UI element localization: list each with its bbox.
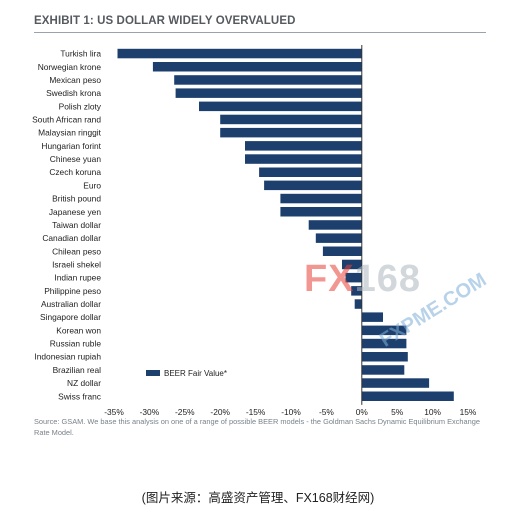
- category-label: Taiwan dollar: [52, 220, 101, 230]
- x-tick-label: -35%: [104, 407, 124, 417]
- bar-australian-dollar: [354, 299, 362, 309]
- bar-nz-dollar: [361, 378, 430, 388]
- bar-taiwan-dollar: [308, 220, 362, 230]
- category-label: Russian ruble: [50, 339, 102, 349]
- category-label: Euro: [83, 180, 101, 190]
- bar-israeli-shekel: [342, 259, 362, 270]
- category-label: Japanese yen: [49, 207, 101, 217]
- bar-british-pound: [280, 193, 362, 204]
- chart-title: EXHIBIT 1: US DOLLAR WIDELY OVERVALUED: [34, 15, 296, 27]
- bar-russian-ruble: [361, 338, 407, 349]
- x-tick-label: -15%: [246, 407, 266, 417]
- category-label: Indonesian rupiah: [34, 352, 101, 362]
- bar-chinese-yuan: [245, 154, 362, 164]
- category-label: Brazilian real: [53, 365, 102, 375]
- category-label: Hungarian forint: [41, 141, 101, 151]
- category-label: Swiss franc: [58, 391, 101, 401]
- x-axis-group: -35% -30% -25% -20% -15% -10% -5% 0% 5% 10% 15%: [104, 45, 477, 417]
- bars-group: [117, 48, 454, 401]
- bar-south-african-rand: [220, 114, 362, 125]
- x-tick-label: 15%: [460, 407, 477, 417]
- bar-mexican-peso: [174, 75, 362, 85]
- x-tick-label: -10%: [281, 407, 301, 417]
- bar-swiss-franc: [361, 391, 454, 401]
- category-label: Korean won: [56, 325, 101, 335]
- category-label: Norwegian krone: [38, 62, 102, 72]
- category-label: Czech koruna: [49, 167, 101, 177]
- bar-korean-won: [361, 325, 407, 336]
- bar-hungarian-forint: [245, 141, 362, 151]
- bar-philippine-peso: [351, 286, 362, 296]
- category-label: NZ dollar: [67, 378, 101, 388]
- category-label: South African rand: [32, 115, 101, 125]
- category-label: Indian rupee: [54, 273, 101, 283]
- fx168-watermark: FX168: [304, 258, 421, 300]
- legend-swatch: [146, 370, 160, 376]
- bar-malaysian-ringgit: [220, 127, 362, 138]
- category-label: Australian dollar: [41, 299, 101, 309]
- category-label: British pound: [52, 194, 101, 204]
- bar-indonesian-rupiah: [361, 352, 408, 362]
- category-label: Singapore dollar: [40, 312, 101, 322]
- x-tick-label: -20%: [210, 407, 230, 417]
- category-label: Israeli shekel: [52, 260, 101, 270]
- bar-polish-zloty: [199, 101, 362, 112]
- x-tick-label: -30%: [140, 407, 160, 417]
- category-label: Polish zloty: [59, 101, 102, 111]
- bar-norwegian-krone: [152, 62, 362, 72]
- bar-chart: Turkish lira Norwegian krone Mexican peso S…: [32, 45, 477, 417]
- x-tick-label: 5%: [391, 407, 404, 417]
- category-label: Mexican peso: [49, 75, 101, 85]
- category-label: Turkish lira: [60, 49, 101, 59]
- category-label: Philippine peso: [44, 286, 101, 296]
- category-label: Malaysian ringgit: [38, 128, 102, 138]
- x-tick-label: 0%: [356, 407, 369, 417]
- category-label: Canadian dollar: [42, 233, 101, 243]
- x-tick-label: -5%: [319, 407, 334, 417]
- bar-euro: [264, 180, 362, 191]
- bar-indian-rupee: [345, 272, 362, 283]
- source-note: Source: GSAM. We base this analysis on o…: [34, 417, 480, 437]
- bar-brazilian-real: [361, 365, 405, 375]
- category-label: Chilean peso: [52, 246, 101, 256]
- legend-group: BEER Fair Value*: [146, 369, 227, 378]
- category-labels-group: Turkish lira Norwegian krone Mexican peso S…: [32, 49, 102, 402]
- category-label: Swedish krona: [46, 88, 101, 98]
- bar-swedish-krona: [175, 88, 362, 98]
- bar-canadian-dollar: [315, 233, 362, 243]
- bar-turkish-lira: [117, 48, 362, 59]
- x-tick-label: -25%: [175, 407, 195, 417]
- title-divider: [34, 32, 486, 33]
- category-label: Chinese yuan: [50, 154, 102, 164]
- bar-japanese-yen: [280, 207, 362, 217]
- bar-singapore-dollar: [361, 312, 383, 322]
- legend-label: BEER Fair Value*: [164, 369, 227, 378]
- bar-czech-koruna: [259, 167, 362, 177]
- x-tick-label: 10%: [424, 407, 441, 417]
- image-caption: (图片来源：高盛资产管理、FX168财经网): [141, 491, 375, 505]
- bar-chilean-peso: [322, 246, 362, 256]
